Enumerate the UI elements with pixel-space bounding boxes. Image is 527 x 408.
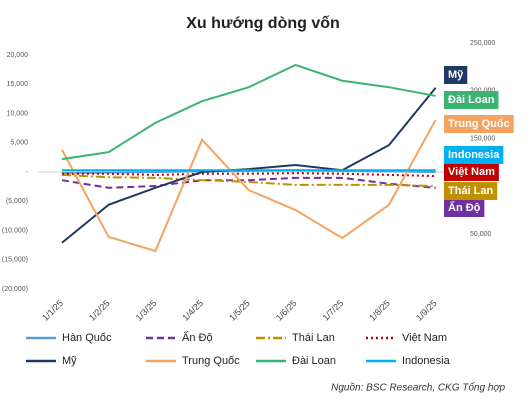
series-line <box>61 63 436 161</box>
legend-label: Thái Lan <box>292 332 335 344</box>
end-label-box <box>444 182 498 200</box>
y-tick-label: 15,000 <box>7 81 29 88</box>
y2-tick-label: 150,000 <box>470 135 495 142</box>
series-line <box>61 176 436 189</box>
y-tick-label: 5,000 <box>10 140 28 147</box>
x-tick-label: 1/1/25 <box>40 298 65 323</box>
x-tick-label: 1/8/25 <box>367 298 392 323</box>
legend-label: Đài Loan <box>292 355 336 367</box>
series-line <box>61 172 436 178</box>
source-note: Nguồn: BSC Research, CKG Tổng hợp <box>331 382 505 394</box>
end-label-box <box>444 199 485 217</box>
end-label-box <box>444 163 499 181</box>
end-label-text: Indonesia <box>448 149 500 161</box>
x-tick-label: 1/5/25 <box>227 298 252 323</box>
x-tick-label: 1/4/25 <box>180 298 205 323</box>
end-label: Indonesia <box>444 146 504 164</box>
y2-tick-label: 250,000 <box>470 40 495 47</box>
end-label-text: Trung Quốc <box>448 118 510 130</box>
x-tick-label: 1/2/25 <box>87 298 112 323</box>
y-tick-label: 20,000 <box>7 52 29 59</box>
chart-title: Xu hướng dòng vốn <box>186 15 340 32</box>
series-line <box>61 173 436 188</box>
legend-label: Indonesia <box>402 355 451 367</box>
legend-label: Mỹ <box>62 355 77 367</box>
end-label: Việt Nam <box>444 163 499 181</box>
end-label-text: Việt Nam <box>448 166 495 178</box>
series-line <box>61 119 437 253</box>
y2-tick-label: 50,000 <box>470 231 492 238</box>
end-label: Mỹ <box>444 66 468 84</box>
end-label-box <box>444 115 514 133</box>
y-tick-label: (5,000) <box>6 198 28 205</box>
x-tick-label: 1/3/25 <box>134 298 159 323</box>
end-label: Trung Quốc <box>444 115 514 133</box>
end-label: Ấn Độ <box>444 199 485 217</box>
y-tick-label: (10,000) <box>2 227 28 234</box>
end-label-box <box>444 91 499 109</box>
end-label: Thái Lan <box>444 182 498 200</box>
end-label: Đài Loan <box>444 91 499 109</box>
end-label-text: Thái Lan <box>448 185 494 197</box>
series-line <box>61 87 437 244</box>
x-tick-label: 1/9/25 <box>414 298 439 323</box>
x-tick-label: 1/6/25 <box>274 298 299 323</box>
end-label-box <box>444 66 468 84</box>
end-label-text: Mỹ <box>448 69 464 81</box>
y-tick-label: (20,000) <box>2 286 28 293</box>
y-tick-label: 10,000 <box>7 110 29 117</box>
legend-label: Ấn Độ <box>182 331 213 344</box>
end-label-box <box>444 146 504 164</box>
y-tick-label: (15,000) <box>2 257 28 264</box>
legend-label: Hàn Quốc <box>62 332 112 344</box>
y-tick-label: - <box>26 169 29 176</box>
x-tick-label: 1/7/25 <box>321 298 346 323</box>
legend-label: Trung Quốc <box>182 355 240 367</box>
end-label-text: Ấn Độ <box>448 201 481 214</box>
legend-label: Việt Nam <box>402 332 447 344</box>
end-label-text: Đài Loan <box>448 94 495 106</box>
